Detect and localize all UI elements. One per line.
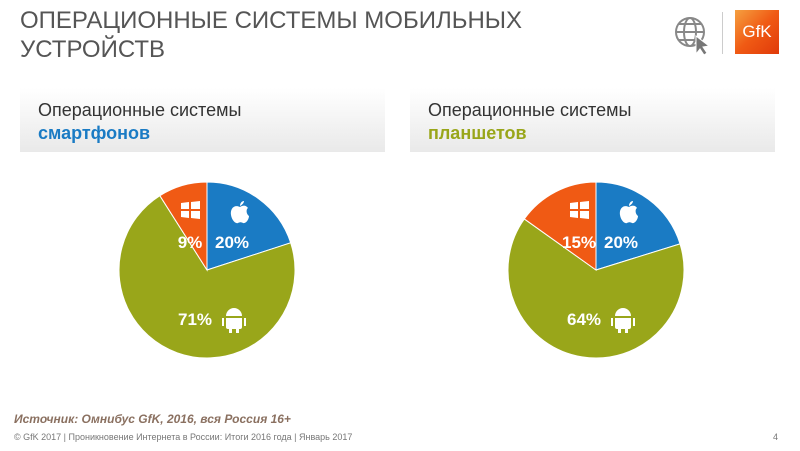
panel-subtitle: планшетов	[428, 123, 527, 143]
copyright: © GfK 2017 | Проникновение Интернета в Р…	[14, 432, 353, 442]
source-note: Источник: Омнибус GfK, 2016, вся Россия …	[14, 412, 291, 426]
apple-icon	[230, 201, 249, 224]
panel-title: Операционные системы	[428, 100, 632, 120]
pie-slice-ios	[595, 181, 681, 271]
page-title: ОПЕРАЦИОННЫЕ СИСТЕМЫ МОБИЛЬНЫХ УСТРОЙСТВ	[20, 7, 523, 63]
pie-slice-ios	[206, 181, 292, 271]
pie-slice-android	[118, 195, 296, 359]
smartphones-pie: 20% 71% 9%	[118, 181, 296, 359]
pie-slice-android	[507, 218, 685, 359]
globe-cursor-icon[interactable]	[672, 14, 714, 56]
slice-label-windows: 9%	[178, 233, 203, 252]
slice-label-ios: 20%	[215, 233, 249, 252]
tablets-header: Операционные системы планшетов	[410, 88, 775, 152]
slice-label-ios: 20%	[604, 233, 638, 252]
slice-label-android: 71%	[178, 310, 212, 329]
pie-slice-windows	[523, 181, 597, 271]
panel-title: Операционные системы	[38, 100, 242, 120]
panel-subtitle: смартфонов	[38, 123, 151, 143]
divider	[722, 12, 723, 54]
page-number: 4	[772, 432, 778, 442]
android-icon	[611, 308, 635, 333]
android-icon	[222, 308, 246, 333]
slice-label-windows: 15%	[562, 233, 596, 252]
windows-icon	[181, 201, 200, 219]
tablets-pie: 20% 64% 15%	[507, 181, 685, 359]
smartphones-header: Операционные системы смартфонов	[20, 88, 385, 152]
apple-icon	[619, 201, 638, 224]
windows-icon	[570, 201, 589, 219]
gfk-logo: GfK	[735, 10, 779, 54]
slice-label-android: 64%	[567, 310, 601, 329]
